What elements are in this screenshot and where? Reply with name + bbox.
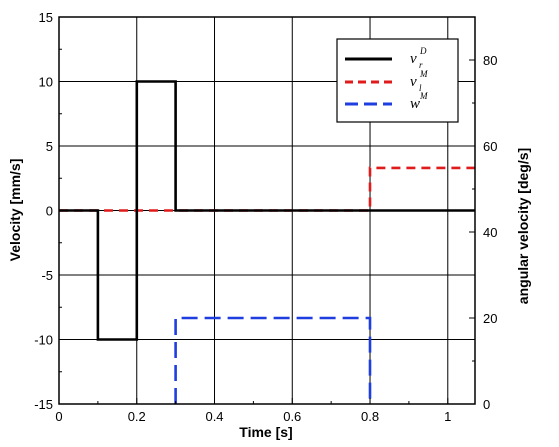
x-axis-title: Time [s] (239, 424, 292, 440)
legend-label: w (410, 96, 420, 112)
legend-label: v (410, 74, 417, 90)
x-tick-label: 0.8 (361, 409, 379, 424)
axis-ticks (58, 16, 475, 405)
legend: v Drv Mlw M (336, 38, 459, 123)
x-tick-label: 0.4 (205, 409, 223, 424)
legend-label-sub: l (419, 83, 422, 93)
series-line-0 (59, 80, 475, 341)
y-tick-label: -5 (41, 268, 53, 283)
y2-tick-label: 40 (483, 225, 497, 240)
y-axis-title: Velocity [mm/s] (7, 159, 23, 262)
series-line-1 (59, 166, 475, 212)
y-tick-label: 5 (46, 139, 53, 154)
y-tick-label: 10 (39, 75, 53, 90)
legend-label-sup: M (419, 91, 428, 101)
legend-label-sup: D (419, 46, 427, 56)
tick-labels: 0 0.2 0.4 0.6 0.8 1 -15 -10 -5 0 5 10 15 0 20 40 60 80 (34, 10, 497, 424)
legend-label-sub: r (419, 60, 423, 70)
legend-box (336, 38, 459, 123)
y2-tick-label: 80 (483, 53, 497, 68)
x-tick-label: 1 (444, 409, 451, 424)
x-tick-label: 0 (55, 409, 62, 424)
y2-tick-label: 0 (483, 397, 490, 412)
x-tick-label: 0.2 (128, 409, 146, 424)
y2-tick-label: 60 (483, 139, 497, 154)
series-line-2 (174, 316, 372, 404)
legend-label-sup: M (419, 69, 428, 79)
y-tick-label: 15 (39, 10, 53, 25)
x-tick-label: 0.6 (283, 409, 301, 424)
y-tick-label: 0 (46, 204, 53, 219)
y2-tick-label: 20 (483, 311, 497, 326)
y2-axis-title: angular velocity [deg/s] (515, 148, 531, 304)
series-lines (59, 80, 475, 404)
legend-label: v (410, 51, 417, 67)
y-tick-label: -10 (34, 333, 53, 348)
y-tick-label: -15 (34, 397, 53, 412)
